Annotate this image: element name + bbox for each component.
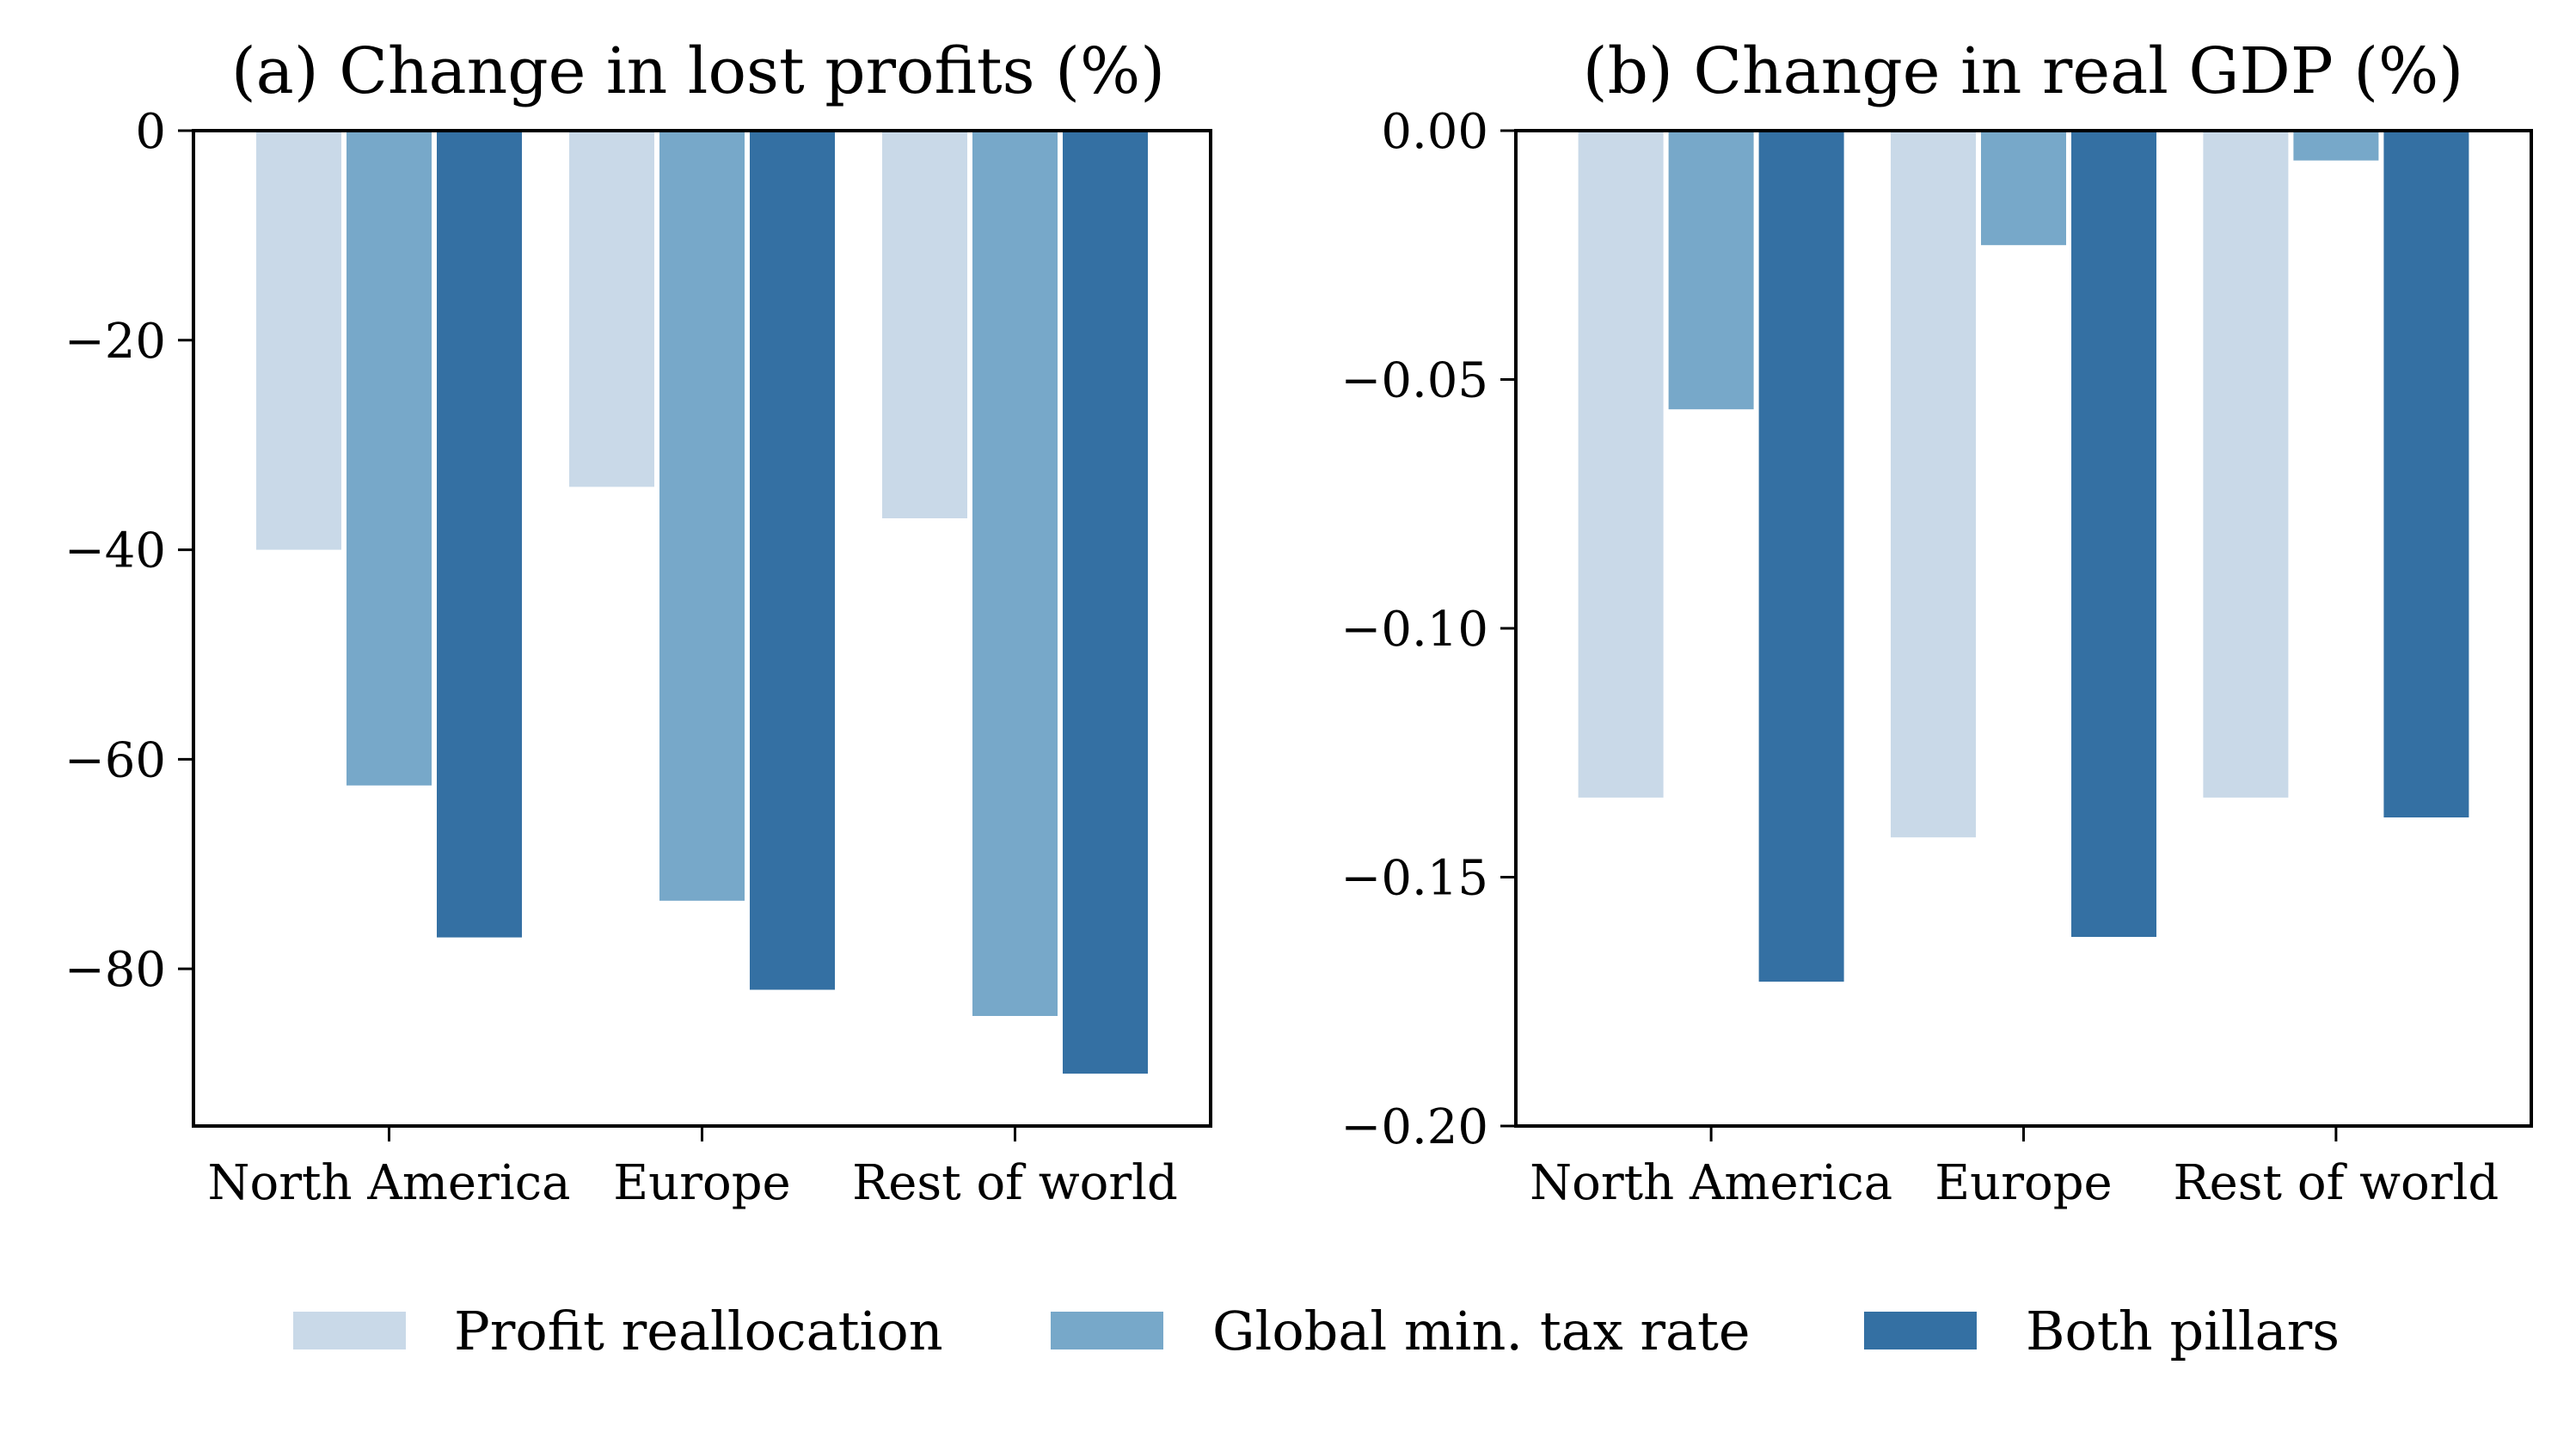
bar-a-north-america-profit-reallocation [256,131,341,550]
y-tick-label-b-4: −0.20 [1340,1099,1488,1155]
bar-a-rest-of-world-global-min-tax-rate [972,131,1058,1016]
bar-b-north-america-profit-reallocation [1578,131,1664,798]
legend-label-both-pillars: Both pillars [2026,1300,2340,1362]
bar-a-north-america-global-min-tax-rate [347,131,432,786]
bar-a-europe-both-pillars [750,131,835,990]
bar-b-europe-both-pillars [2071,131,2156,937]
legend-label-global-min-tax-rate: Global min. tax rate [1212,1300,1751,1362]
y-tick-label-a-0: 0 [135,104,166,160]
bar-a-europe-profit-reallocation [569,131,654,487]
x-tick-label-a-europe: Europe [613,1155,790,1211]
bar-a-rest-of-world-profit-reallocation [882,131,967,518]
bar-a-rest-of-world-both-pillars [1063,131,1148,1074]
y-tick-label-a-3: −60 [64,732,166,788]
legend-swatch-profit-reallocation [293,1312,406,1349]
panel-real-gdp: (b) Change in real GDP (%) North America… [1340,34,2533,1211]
bar-b-rest-of-world-global-min-tax-rate [2293,131,2379,161]
panel-b-title: (b) Change in real GDP (%) [1583,34,2464,108]
y-tick-label-b-2: −0.10 [1340,602,1488,658]
bar-b-europe-profit-reallocation [1891,131,1976,838]
x-tick-label-b-rest-of-world: Rest of world [2174,1155,2499,1211]
bar-b-north-america-both-pillars [1758,131,1844,982]
y-tick-label-b-3: −0.15 [1340,851,1488,907]
x-tick-label-b-europe: Europe [1935,1155,2112,1211]
panel-a-title: (a) Change in lost profits (%) [231,34,1165,108]
legend-label-profit-reallocation: Profit reallocation [454,1300,943,1362]
legend: Profit reallocation Global min. tax rate… [293,1300,2340,1362]
y-tick-label-a-4: −80 [64,942,166,998]
y-tick-label-a-1: −20 [64,314,166,370]
bar-b-north-america-global-min-tax-rate [1668,131,1754,410]
panel-lost-profits: (a) Change in lost profits (%) North Ame… [64,34,1212,1211]
axes-frame-b [1514,129,2533,1128]
bar-b-europe-global-min-tax-rate [1981,131,2066,246]
bar-b-rest-of-world-profit-reallocation [2203,131,2289,798]
legend-swatch-global-min-tax-rate [1051,1312,1163,1349]
y-tick-label-a-2: −40 [64,523,166,579]
axes-frame-a [192,129,1212,1128]
bar-a-europe-global-min-tax-rate [659,131,745,901]
x-tick-label-a-rest-of-world: Rest of world [852,1155,1178,1211]
y-tick-label-b-0: 0.00 [1381,104,1488,160]
legend-swatch-both-pillars [1864,1312,1977,1349]
bar-b-rest-of-world-both-pillars [2383,131,2469,817]
bar-a-north-america-both-pillars [437,131,522,938]
x-tick-label-b-north-america: North America [1530,1155,1892,1211]
y-tick-label-b-1: −0.05 [1340,353,1488,409]
x-tick-label-a-north-america: North America [208,1155,571,1211]
